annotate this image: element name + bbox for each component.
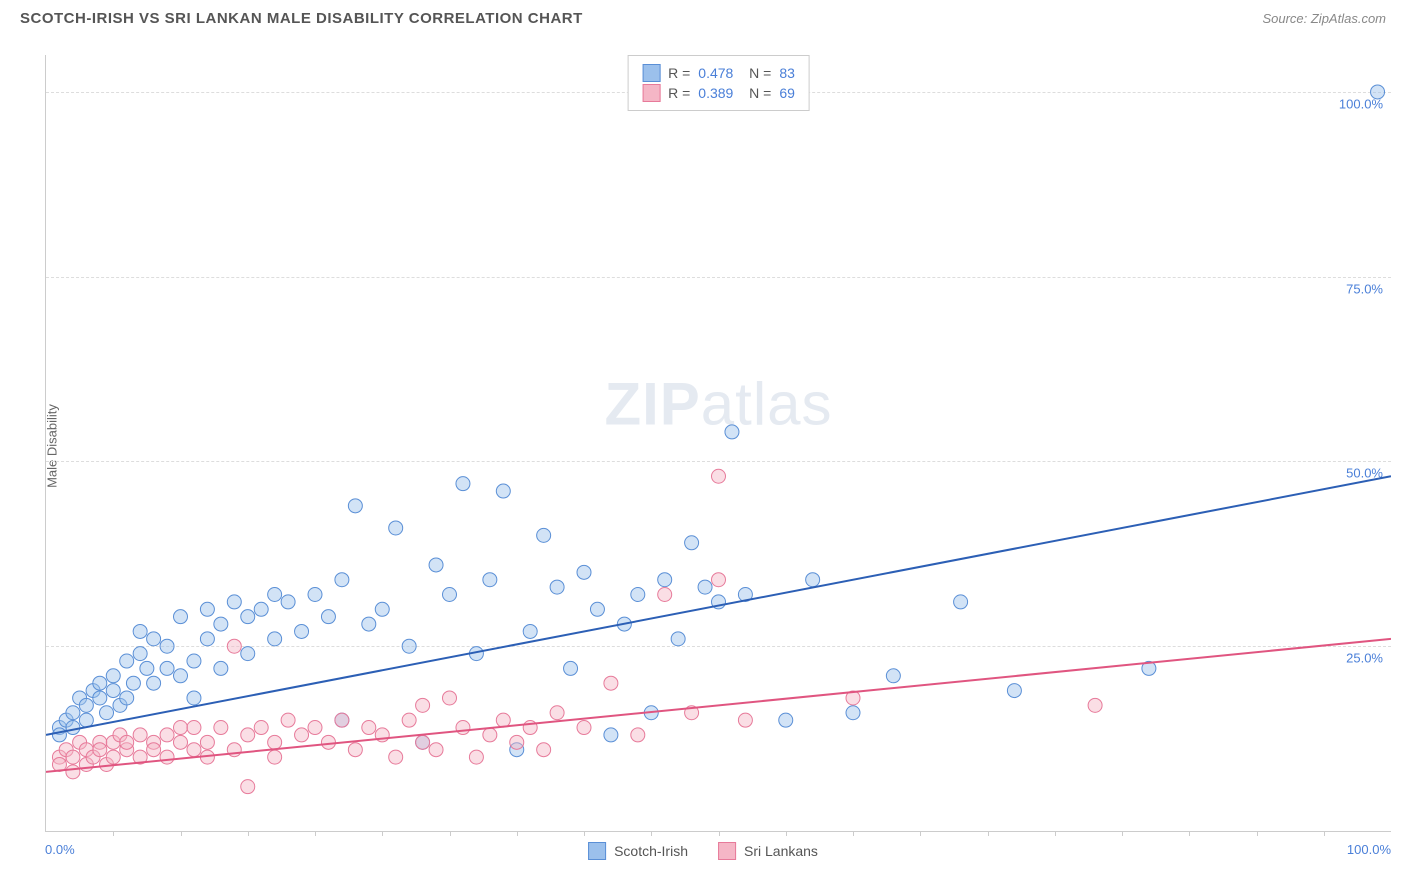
stats-legend-box: R = 0.478 N = 83 R = 0.389 N = 69 (627, 55, 810, 111)
swatch-icon (718, 842, 736, 860)
chart-plot-area: ZIPatlas R = 0.478 N = 83 R = 0.389 N = … (45, 55, 1391, 832)
chart-title: SCOTCH-IRISH VS SRI LANKAN MALE DISABILI… (20, 10, 583, 27)
legend-item-series1: Scotch-Irish (588, 842, 688, 860)
swatch-icon (642, 84, 660, 102)
stats-row-series1: R = 0.478 N = 83 (642, 64, 795, 82)
swatch-icon (642, 64, 660, 82)
x-axis-min-label: 0.0% (45, 842, 75, 857)
swatch-icon (588, 842, 606, 860)
legend-item-series2: Sri Lankans (718, 842, 818, 860)
scatter-plot-svg (46, 55, 1391, 831)
x-axis-max-label: 100.0% (1347, 842, 1391, 857)
legend-bottom: Scotch-Irish Sri Lankans (588, 842, 818, 860)
stats-row-series2: R = 0.389 N = 69 (642, 84, 795, 102)
source-label: Source: ZipAtlas.com (1262, 11, 1386, 26)
